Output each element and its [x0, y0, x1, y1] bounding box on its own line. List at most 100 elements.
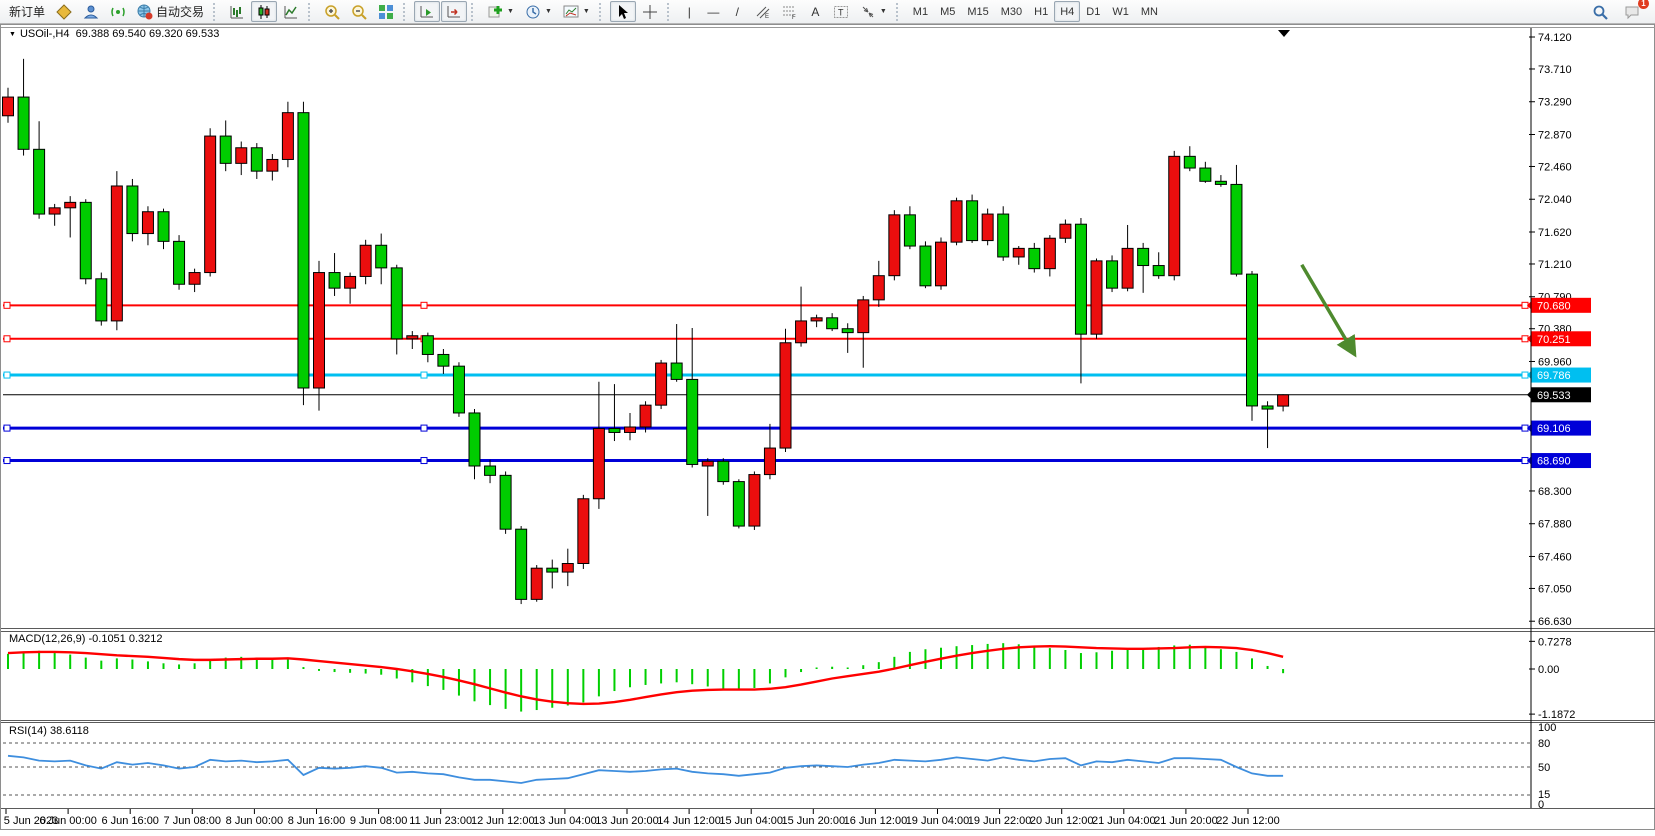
toolbar-grip — [308, 2, 315, 21]
candle-body — [328, 272, 341, 289]
notifications-button[interactable]: 1 — [1619, 0, 1649, 22]
candle-body — [686, 378, 699, 465]
line-chart-button[interactable] — [278, 1, 304, 22]
rsi-pane: 100 80 50 150 — [3, 722, 1556, 811]
text-label-icon: A — [811, 4, 820, 19]
candle-body — [1106, 260, 1119, 289]
candle-body — [235, 147, 248, 164]
candle-body — [950, 200, 963, 243]
equidistant-channel-tool-button[interactable]: E — [750, 1, 776, 22]
candle-body — [1137, 247, 1150, 267]
line-handle[interactable] — [420, 371, 428, 379]
price-axis-label: 66.630 — [1538, 616, 1572, 628]
zoom-out-button[interactable] — [346, 1, 372, 22]
candle-body — [1261, 405, 1274, 410]
candle-body — [390, 267, 403, 340]
ohlc-values: 69.388 69.540 69.320 69.533 — [75, 28, 220, 40]
signal-button[interactable] — [105, 1, 131, 22]
horizontal-level-lines — [3, 301, 1531, 465]
price-axis: 74.120 73.710 73.290 72.870 72.460 72.040 71.6… — [1529, 32, 1572, 628]
line-handle[interactable] — [3, 301, 11, 309]
timeframe-w1-button[interactable]: W1 — [1112, 5, 1129, 18]
candle-body — [997, 213, 1010, 258]
trendline-tool-button[interactable]: / — [726, 1, 749, 22]
navigator-button[interactable] — [78, 1, 104, 22]
timeframe-m1-button[interactable]: M1 — [912, 5, 929, 18]
new-order-button[interactable]: 新订单 — [4, 1, 50, 22]
market-watch-button[interactable] — [51, 1, 77, 22]
candle-body — [437, 353, 450, 367]
line-handle[interactable] — [3, 371, 11, 379]
candle-body — [826, 317, 839, 330]
price-chart-canvas[interactable]: 74.120 73.710 73.290 72.870 72.460 72.040 71.6… — [1, 25, 1655, 831]
equidistant-channel-icon: E — [755, 4, 771, 20]
fibonacci-tool-button[interactable]: F — [777, 1, 803, 22]
symbol-dropdown-icon[interactable]: ▼ — [9, 31, 16, 38]
macd-axis-label: 0.00 — [1538, 664, 1559, 676]
search-button[interactable] — [1587, 1, 1613, 22]
rsi-indicator-label: RSI(14) 38.6118 — [9, 725, 89, 737]
macd-axis-label: -1.1872 — [1538, 709, 1575, 721]
auto-scroll-icon — [419, 4, 435, 20]
chart-shift-button[interactable] — [441, 1, 468, 22]
timeframe-m15-button[interactable]: M15 — [967, 5, 989, 18]
notification-badge: 1 — [1638, 0, 1649, 9]
line-handle[interactable] — [3, 457, 11, 465]
cursor-button[interactable] — [609, 1, 636, 22]
line-handle[interactable] — [420, 424, 428, 432]
line-handle[interactable] — [420, 457, 428, 465]
time-axis-label: 21 Jun 20:00 — [1154, 815, 1218, 827]
chat-bubble-icon — [1624, 4, 1640, 20]
time-axis-label: 19 Jun 22:00 — [968, 815, 1032, 827]
zoom-in-button[interactable] — [319, 1, 345, 22]
candle-body — [903, 214, 916, 247]
candle-body — [592, 428, 605, 500]
auto-scroll-button[interactable] — [414, 1, 441, 22]
timeframe-mn-button[interactable]: MN — [1140, 5, 1158, 18]
tile-windows-button[interactable] — [373, 1, 399, 22]
chart-template-button[interactable]: ▼ — [558, 1, 595, 22]
arrows-tool-button[interactable]: ▼ — [855, 1, 892, 22]
line-handle[interactable] — [3, 424, 11, 432]
period-button[interactable]: ▼ — [520, 1, 557, 22]
timeframe-h4-button[interactable]: H4 — [1054, 1, 1081, 22]
tile-windows-icon — [378, 4, 394, 20]
autotrading-globe-icon — [137, 4, 153, 20]
price-axis-label: 73.290 — [1538, 97, 1572, 109]
bar-chart-button[interactable] — [224, 1, 250, 22]
candle-body — [452, 365, 465, 414]
candle-body — [1199, 167, 1212, 182]
rsi-axis-label: 80 — [1538, 738, 1550, 750]
rsi-axis-label: 50 — [1538, 762, 1550, 774]
line-handle[interactable] — [420, 301, 428, 309]
time-axis-label: 8 Jun 00:00 — [226, 815, 284, 827]
toolbar-grip — [895, 2, 903, 21]
add-indicator-button[interactable]: ▼ — [482, 1, 519, 22]
timeframe-h1-button[interactable]: H1 — [1034, 5, 1049, 18]
timeframe-m5-button[interactable]: M5 — [940, 5, 956, 18]
crosshair-button[interactable] — [637, 1, 663, 22]
text-box-tool-button[interactable]: T — [828, 1, 854, 22]
timeframe-m30-button[interactable]: M30 — [1000, 5, 1023, 18]
candle-body — [468, 412, 481, 467]
candle-body — [608, 428, 621, 433]
text-label-tool-button[interactable]: A — [804, 1, 827, 22]
time-axis-label: 15 Jun 04:00 — [719, 815, 783, 827]
annotation-arrow[interactable] — [1300, 263, 1357, 358]
candlestick-chart-button[interactable] — [251, 1, 278, 22]
rsi-axis-label: 100 — [1538, 722, 1556, 734]
vertical-line-tool-button[interactable]: | — [678, 1, 701, 22]
horizontal-line-tool-button[interactable]: — — [702, 1, 725, 22]
time-axis-label: 22 Jun 12:00 — [1216, 815, 1280, 827]
toolbar-grip — [403, 2, 410, 21]
candle-body — [33, 148, 46, 215]
candle-body — [872, 275, 885, 301]
auto-trading-button[interactable]: 自动交易 — [132, 1, 209, 22]
vertical-line-icon: | — [687, 4, 691, 19]
candle-body — [670, 362, 683, 380]
search-icon — [1592, 4, 1608, 20]
candle-body — [546, 567, 559, 573]
price-level-badge: 70.251 — [1527, 331, 1591, 347]
timeframe-d1-button[interactable]: D1 — [1086, 5, 1101, 18]
line-handle[interactable] — [3, 335, 11, 343]
